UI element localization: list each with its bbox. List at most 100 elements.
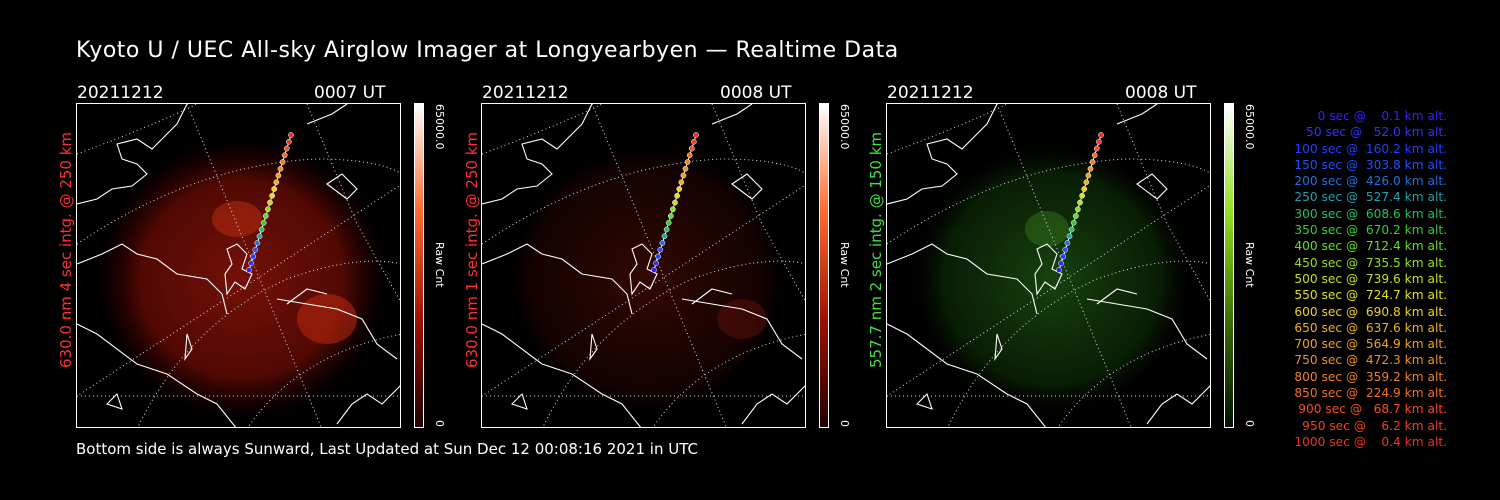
trajectory-point: [1062, 246, 1069, 253]
trajectory-point: [248, 260, 254, 267]
legend-entry: 550 sec @ 724.7 km alt.: [1290, 288, 1447, 303]
legend-entry: 200 sec @ 426.0 km alt.: [1290, 174, 1447, 189]
panel-2-cbar-min: 0: [838, 420, 851, 427]
trajectory-point: [653, 260, 659, 267]
panel-1-cbar-min: 0: [433, 420, 446, 427]
trajectory-point: [659, 240, 666, 246]
legend-entry: 650 sec @ 637.6 km alt.: [1290, 320, 1447, 335]
trajectory-point: [663, 226, 670, 233]
trajectory-point: [1060, 253, 1067, 260]
panel-3-cbar-max: 65000.0: [1243, 104, 1256, 150]
trajectory-point: [670, 206, 676, 213]
panel-1-cbar-unit: Raw Cnt: [433, 242, 446, 288]
trajectory-point: [1081, 186, 1088, 192]
panel-1-cbar-max: 65000.0: [433, 104, 446, 150]
trajectory-point: [1091, 152, 1098, 159]
legend-entry: 800 sec @ 359.2 km alt.: [1290, 369, 1447, 384]
trajectory-point: [665, 219, 672, 226]
trajectory-point: [1064, 240, 1071, 246]
trajectory-legend: 0 sec @ 0.1 km alt. 50 sec @ 52.0 km alt…: [1262, 108, 1447, 450]
panel-3-time: 0008 UT: [1125, 83, 1197, 103]
trajectory-point: [680, 172, 687, 179]
panel-3-image: [886, 103, 1211, 428]
legend-entry: 350 sec @ 670.2 km alt.: [1290, 223, 1447, 238]
panel-2-time: 0008 UT: [720, 83, 792, 103]
legend-entry: 600 sec @ 690.8 km alt.: [1290, 304, 1447, 319]
trajectory-point: [1098, 132, 1104, 138]
trajectory-point: [279, 159, 286, 165]
legend-entry: 400 sec @ 712.4 km alt.: [1290, 239, 1447, 254]
trajectory-point: [691, 138, 697, 145]
trajectory-point: [1066, 233, 1073, 240]
trajectory-point: [672, 199, 678, 206]
panel-1-date: 20211212: [77, 83, 164, 103]
trajectory-point: [256, 233, 263, 240]
trajectory-point: [254, 240, 261, 246]
legend-entry: 250 sec @ 527.4 km alt.: [1290, 190, 1447, 205]
panel-2-date: 20211212: [482, 83, 569, 103]
legend-entry: 700 sec @ 564.9 km alt.: [1290, 337, 1447, 352]
panel-2-cbar-max: 65000.0: [838, 104, 851, 150]
trajectory-point: [246, 267, 252, 273]
panel-3-map: [887, 104, 1210, 427]
trajectory-point: [1056, 267, 1062, 273]
panel-1-colorbar: [414, 103, 424, 428]
legend-entry: 900 sec @ 68.7 km alt.: [1294, 402, 1447, 417]
trajectory-point: [686, 152, 693, 159]
panel-3-cbar-min: 0: [1243, 420, 1256, 427]
trajectory-point: [1087, 165, 1094, 172]
panel-2-wavelength-label: 630.0 nm 1 sec intg. @ 250 km: [463, 131, 481, 368]
trajectory-point: [281, 152, 288, 159]
trajectory-point: [1068, 226, 1075, 233]
page-title: Kyoto U / UEC All-sky Airglow Imager at …: [76, 38, 899, 63]
trajectory-point: [286, 138, 292, 145]
trajectory-point: [1096, 138, 1102, 145]
legend-entry: 0 sec @ 0.1 km alt.: [1306, 109, 1447, 123]
trajectory-point: [684, 159, 691, 165]
trajectory-point: [265, 206, 271, 213]
legend-entry: 750 sec @ 472.3 km alt.: [1290, 353, 1447, 368]
trajectory-point: [676, 186, 683, 192]
trajectory-point: [1089, 159, 1096, 165]
panel-2-image: [481, 103, 806, 428]
legend-entry: 450 sec @ 735.5 km alt.: [1290, 255, 1447, 270]
panel-2-map: [482, 104, 805, 427]
panel-1-image: [76, 103, 401, 428]
trajectory-point: [661, 233, 668, 240]
trajectory-point: [273, 179, 280, 186]
panel-3-cbar-unit: Raw Cnt: [1243, 242, 1256, 288]
legend-entry: 50 sec @ 52.0 km alt.: [1298, 125, 1447, 140]
trajectory-point: [657, 246, 664, 253]
trajectory-point: [267, 199, 273, 206]
panel-1-wavelength-label: 630.0 nm 4 sec intg. @ 250 km: [57, 131, 75, 368]
trajectory-point: [1077, 199, 1083, 206]
trajectory-point: [1083, 179, 1090, 186]
panel-1-map: [77, 104, 400, 427]
trajectory-point: [1079, 192, 1085, 199]
trajectory-point: [651, 267, 657, 273]
trajectory-point: [250, 253, 257, 260]
trajectory-point: [1075, 206, 1081, 213]
legend-entry: 950 sec @ 6.2 km alt.: [1298, 418, 1447, 433]
footer-note: Bottom side is always Sunward, Last Upda…: [76, 440, 698, 458]
trajectory-point: [258, 226, 265, 233]
panel-2-cbar-unit: Raw Cnt: [838, 242, 851, 288]
legend-entry: 500 sec @ 739.6 km alt.: [1290, 271, 1447, 286]
legend-entry: 100 sec @ 160.2 km alt.: [1290, 141, 1447, 156]
trajectory-point: [682, 165, 689, 172]
panel-3-colorbar: [1224, 103, 1234, 428]
legend-entry: 300 sec @ 608.6 km alt.: [1290, 206, 1447, 221]
trajectory-point: [252, 246, 259, 253]
trajectory-point: [288, 132, 294, 138]
trajectory-point: [1070, 219, 1077, 226]
panel-3-date: 20211212: [887, 83, 974, 103]
trajectory-point: [262, 213, 269, 219]
trajectory-point: [655, 253, 662, 260]
trajectory-point: [1093, 145, 1100, 152]
legend-entry: 1000 sec @ 0.4 km alt.: [1294, 434, 1447, 449]
trajectory-point: [283, 145, 290, 152]
legend-entry: 150 sec @ 303.8 km alt.: [1290, 157, 1447, 172]
legend-entry: 850 sec @ 224.9 km alt.: [1290, 386, 1447, 401]
panel-3-wavelength-label: 557.7 nm 2 sec intg. @ 150 km: [867, 131, 885, 368]
panel-1-time: 0007 UT: [314, 83, 386, 103]
